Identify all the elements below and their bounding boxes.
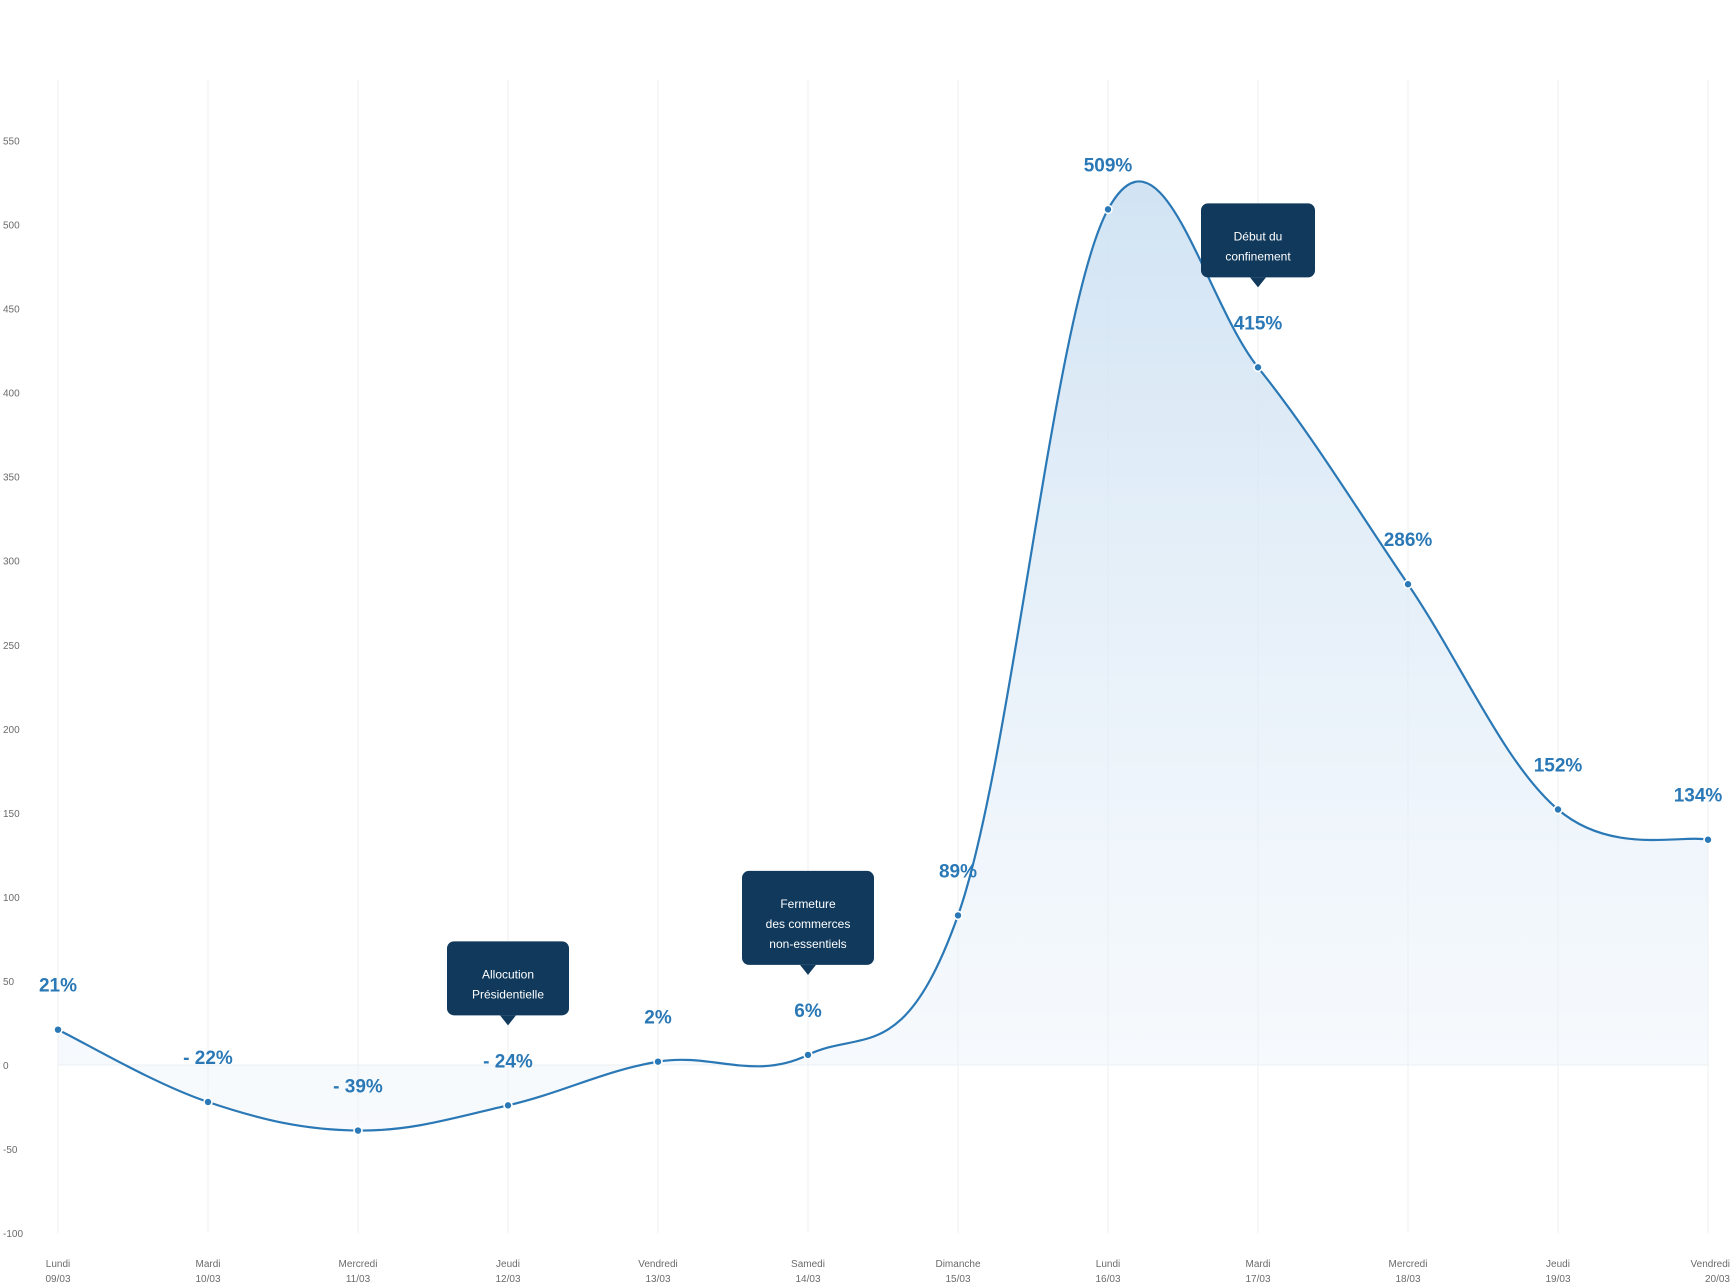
data-point: [803, 1050, 813, 1060]
y-tick-label: 50: [3, 977, 15, 988]
data-labels: 21% - 22% - 39% - 24% 2% 6% 89% 509% 415% 286% 152…: [39, 155, 1722, 1097]
y-tick-label: 500: [3, 221, 20, 232]
data-label: 286%: [1384, 530, 1433, 551]
y-tick-label: 450: [3, 305, 20, 316]
x-tick-date-label: 14/03: [795, 1274, 820, 1284]
data-point: [1253, 362, 1263, 373]
x-tick-day-label: Vendredi: [1691, 1259, 1730, 1270]
y-tick-label: 550: [3, 136, 20, 147]
x-tick-day-label: Mercredi: [1389, 1259, 1428, 1270]
y-tick-label: -100: [3, 1229, 23, 1240]
area-fill-layer: [58, 181, 1708, 1131]
x-tick-date-label: 11/03: [346, 1274, 371, 1284]
x-tick-date-label: 17/03: [1245, 1274, 1270, 1284]
annotations: Allocution Présidentielle Fermeture des com…: [447, 203, 1315, 1026]
annotation-callout: Allocution Présidentielle: [447, 941, 569, 1026]
x-tick-day-label: Mardi: [195, 1259, 220, 1270]
annotation-text: Début du: [1234, 229, 1283, 243]
x-tick-day-label: Vendredi: [638, 1259, 677, 1270]
x-tick-date-label: 19/03: [1545, 1274, 1570, 1284]
data-point: [653, 1056, 663, 1067]
x-tick-date-label: 18/03: [1395, 1274, 1420, 1284]
annotation-pointer: [1250, 277, 1266, 288]
data-point: [1703, 834, 1713, 845]
x-tick-day-label: Dimanche: [935, 1259, 980, 1270]
data-point: [353, 1125, 363, 1136]
y-tick-label: 150: [3, 809, 20, 820]
x-tick-day-label: Jeudi: [1546, 1259, 1570, 1270]
series-line-layer: [57, 180, 1709, 1132]
data-point: [1553, 804, 1563, 815]
y-tick-label: 200: [3, 725, 20, 736]
y-tick-label: 300: [3, 557, 20, 568]
x-tick-day-label: Mardi: [1245, 1259, 1270, 1270]
annotation-box: [742, 870, 874, 965]
annotation-text: non-essentiels: [769, 937, 846, 951]
x-tick-day-label: Samedi: [791, 1259, 825, 1270]
data-point: [1403, 579, 1413, 590]
data-label: 134%: [1674, 786, 1723, 807]
area-fill: [58, 181, 1708, 1131]
data-label: 89%: [939, 861, 977, 882]
data-label: - 22%: [183, 1048, 233, 1069]
data-label: 415%: [1234, 313, 1283, 334]
x-tick-date-label: 15/03: [945, 1274, 970, 1284]
x-tick-date-label: 09/03: [45, 1274, 70, 1284]
annotation-text: confinement: [1225, 249, 1291, 263]
data-label: 2%: [644, 1008, 672, 1029]
x-tick-day-label: Jeudi: [496, 1259, 520, 1270]
series-line: [57, 180, 1709, 1132]
data-label: 21%: [39, 976, 77, 997]
data-label: 152%: [1534, 755, 1583, 776]
data-label: 509%: [1084, 155, 1133, 176]
y-tick-label: 350: [3, 473, 20, 484]
x-tick-date-label: 13/03: [645, 1274, 670, 1284]
y-tick-label: 0: [3, 1061, 9, 1072]
data-point: [503, 1100, 513, 1111]
annotation-pointer: [800, 964, 816, 975]
annotation-box: [447, 941, 569, 1016]
x-tick-date-label: 10/03: [195, 1274, 220, 1284]
annotation-text: Présidentielle: [472, 987, 544, 1001]
annotation-text: Fermeture: [780, 897, 836, 911]
x-tick-day-label: Lundi: [46, 1259, 70, 1270]
x-tick-date-label: 20/03: [1705, 1274, 1730, 1284]
annotation-box: [1201, 203, 1315, 278]
data-label: - 39%: [333, 1077, 383, 1098]
y-axis: -100 -50 0 50 100 150 200 250 300 350 400 450 500 550: [3, 136, 23, 1240]
y-tick-label: 400: [3, 389, 20, 400]
annotation-pointer: [500, 1015, 516, 1026]
data-label: - 24%: [483, 1051, 533, 1072]
x-tick-date-label: 12/03: [495, 1274, 520, 1284]
data-point: [953, 910, 963, 921]
y-tick-label: 100: [3, 893, 20, 904]
x-tick-day-label: Mercredi: [339, 1259, 378, 1270]
data-point: [203, 1097, 213, 1107]
x-axis: Lundi 09/03 Mardi 10/03 Mercredi 11/03 Jeudi 12…: [45, 1259, 1730, 1284]
data-point: [53, 1024, 63, 1035]
x-tick-date-label: 16/03: [1095, 1274, 1120, 1284]
y-tick-label: 250: [3, 641, 20, 652]
y-tick-label: -50: [3, 1145, 18, 1156]
data-points: [53, 204, 1713, 1136]
annotation-callout: Fermeture des commerces non-essentiels: [742, 870, 874, 975]
annotation-callout: Début du confinement: [1201, 203, 1315, 288]
x-tick-day-label: Lundi: [1096, 1259, 1120, 1270]
annotation-text: des commerces: [766, 917, 851, 931]
data-point: [1103, 204, 1113, 215]
annotation-text: Allocution: [482, 967, 534, 981]
data-label: 6%: [794, 1001, 822, 1022]
